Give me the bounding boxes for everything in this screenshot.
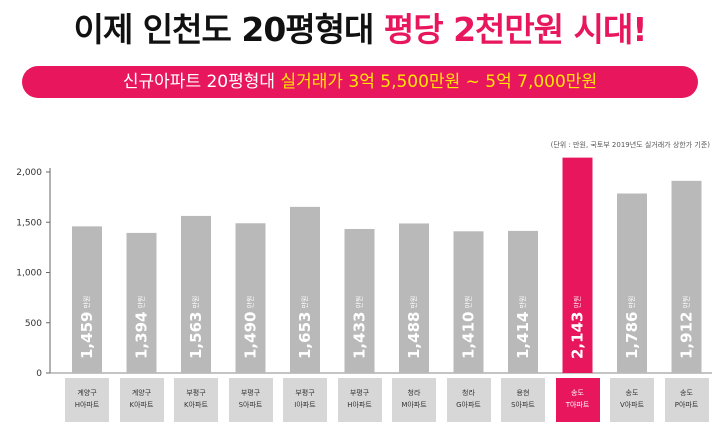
category-label: 송도 T아파트	[555, 378, 600, 422]
category-label: 계양구 K아파트	[119, 378, 164, 422]
category-district: 청라	[462, 389, 475, 397]
category-district: 계양구	[77, 389, 97, 397]
category-district: 부평구	[349, 389, 370, 397]
bar-value-label: 2,143만원	[568, 296, 586, 359]
category-district: 부평구	[295, 389, 315, 397]
category-label: 부평구 H아파트	[337, 378, 382, 422]
category-district: 청라	[407, 389, 421, 397]
y-tick-label: 500	[25, 319, 42, 329]
category-label: 송도 V아파트	[610, 378, 654, 422]
bar	[181, 215, 211, 373]
category-apartment: M아파트	[401, 401, 427, 409]
bar	[617, 193, 647, 373]
category-apartment: T아파트	[565, 401, 590, 409]
category-apartment: S아파트	[238, 401, 263, 409]
category-apartment: K아파트	[129, 401, 154, 409]
bar	[72, 226, 102, 373]
category-district: 부평구	[186, 389, 206, 397]
bar-value-label: 1,490만원	[241, 296, 259, 359]
bar	[453, 231, 484, 373]
category-apartment: G아파트	[456, 401, 481, 409]
category-apartment: H아파트	[74, 401, 100, 409]
subtitle-banner: 신규아파트 20평형대 실거래가 3억 5,500만원 ~ 5억 7,000만원	[22, 66, 698, 98]
category-district: 송도	[625, 389, 639, 397]
category-district: 용현	[516, 389, 530, 397]
bar-highlight	[562, 157, 593, 373]
bar-value-label: 1,786만원	[623, 296, 641, 359]
category-label: 부평구 I아파트	[283, 378, 327, 422]
category-apartment: H아파트	[347, 401, 372, 409]
bar-value-label: 1,912만원	[677, 296, 695, 359]
page-title: 이제 인천도 20평형대 평당 2천만원 시대!	[0, 8, 720, 52]
bar	[126, 232, 157, 373]
bar-value-label: 1,488만원	[405, 296, 423, 359]
category-apartment: P아파트	[674, 401, 699, 409]
y-tick-label: 2,000	[16, 168, 42, 178]
category-label: 부평구 K아파트	[174, 378, 218, 422]
category-label: 계양구 H아파트	[65, 378, 109, 422]
bar-value-label: 1,563만원	[187, 296, 205, 359]
category-label: 용현 S아파트	[501, 378, 545, 422]
category-apartment: V아파트	[619, 401, 645, 409]
bar-value-label: 1,433만원	[350, 296, 368, 359]
category-label: 부평구 S아파트	[228, 378, 273, 422]
category-district: 부평구	[240, 389, 261, 397]
category-district: 송도	[680, 389, 693, 397]
category-apartment: S아파트	[511, 401, 535, 409]
title-main: 이제 인천도 20평형대	[73, 10, 384, 49]
subtitle-main: 신규아파트 20평형대	[122, 72, 281, 92]
bar-value-label: 1,653만원	[296, 296, 314, 359]
category-label: 청라 M아파트	[392, 378, 436, 422]
category-label: 송도 P아파트	[664, 378, 709, 422]
bar-value-label: 1,459만원	[78, 296, 96, 359]
bar-value-label: 1,414만원	[514, 296, 532, 359]
bar	[399, 223, 429, 373]
bar	[344, 228, 375, 373]
bar-value-label: 1,410만원	[459, 296, 477, 359]
bar	[508, 230, 538, 373]
category-district: 계양구	[131, 389, 152, 397]
bar	[290, 206, 320, 373]
bar	[671, 180, 702, 373]
category-label: 청라 G아파트	[446, 378, 491, 422]
unit-note: (단위 : 만원, 국토부 2019년도 실거래가 상한가 기준)	[550, 141, 710, 149]
category-district: 송도	[571, 389, 584, 397]
category-apartment: K아파트	[184, 401, 208, 409]
y-tick-label: 1,500	[16, 218, 42, 228]
y-tick-label: 1,000	[16, 269, 42, 279]
category-apartment: I아파트	[294, 401, 316, 409]
y-tick-label: 0	[36, 369, 42, 379]
title-highlight: 평당 2천만원 시대!	[383, 10, 648, 49]
bar	[235, 223, 266, 373]
bar-chart: 0 500 1,000 1,500 2,000 1,459만원 1,394만원 1,563만원…	[16, 157, 712, 379]
subtitle-highlight: 실거래가 3억 5,500만원 ~ 5억 7,000만원	[280, 72, 598, 92]
bar-value-label: 1,394만원	[132, 296, 150, 359]
